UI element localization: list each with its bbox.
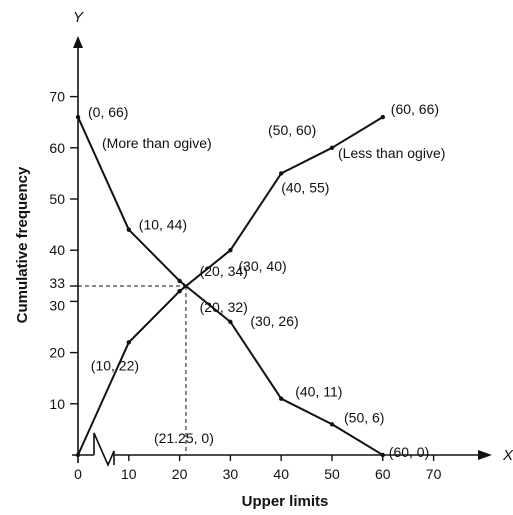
x-tick-label: 20	[172, 466, 188, 482]
x-tick-label: 50	[324, 466, 340, 482]
x-tick-label: 60	[375, 466, 391, 482]
data-point	[228, 319, 233, 325]
y-axis-title: Cumulative frequency	[14, 166, 31, 323]
y-tick-label: 30	[49, 297, 65, 313]
x-tick-label: 30	[223, 466, 239, 482]
point-label: (0, 66)	[88, 104, 128, 120]
point-label: (30, 40)	[238, 258, 286, 274]
median-guides	[78, 285, 187, 455]
point-label: (30, 26)	[250, 313, 298, 329]
data-point	[329, 145, 335, 150]
data-point	[279, 396, 284, 401]
data-points	[75, 114, 385, 458]
x-tick-label: 0	[74, 466, 82, 482]
y-tick-label: 70	[49, 89, 65, 105]
point-labels: (0, 66)(10, 44)(20, 34)(30, 26)(40, 11)(…	[88, 101, 439, 460]
x-axis-name: X	[502, 447, 513, 464]
point-label: (40, 11)	[295, 384, 342, 400]
y-tick-label: 40	[49, 242, 65, 258]
y-tick-label: 20	[49, 345, 65, 361]
data-point	[126, 340, 131, 345]
data-point	[177, 278, 182, 284]
annotation-more-than-ogive: (More than ogive)	[102, 135, 212, 151]
data-point	[177, 288, 182, 294]
x-axis-title: Upper limits	[242, 493, 329, 510]
point-label: (10, 44)	[139, 217, 187, 233]
data-point	[329, 422, 335, 427]
intersection-label: (21.25, 0)	[154, 430, 214, 446]
data-point	[75, 452, 81, 458]
y-tick-label: 33	[49, 275, 65, 291]
point-label: (50, 6)	[344, 409, 384, 425]
annotation-less-than-ogive: (Less than ogive)	[338, 145, 445, 161]
point-label: (10, 22)	[91, 357, 139, 373]
y-axis-name: Y	[73, 9, 84, 26]
point-label: (40, 55)	[281, 179, 329, 195]
x-axis-break	[93, 432, 115, 468]
data-point	[380, 452, 385, 458]
y-tick-label: 10	[49, 396, 65, 412]
x-tick-label: 70	[426, 466, 442, 482]
data-point	[75, 114, 81, 120]
x-tick-label: 10	[121, 466, 137, 482]
point-label: (60, 66)	[391, 101, 439, 117]
axis-ticks: 0 10 20 30 40 50 60 70 10 20 30 33 40 50 60 70	[49, 89, 441, 482]
y-tick-label: 50	[49, 191, 65, 207]
point-label: (60, 0)	[389, 444, 429, 460]
data-point	[228, 248, 233, 253]
point-label: (50, 60)	[268, 122, 316, 138]
data-point	[380, 114, 385, 120]
point-label: (20, 34)	[200, 263, 248, 279]
y-tick-label: 60	[49, 140, 65, 156]
data-point	[126, 227, 131, 232]
point-label: (20, 32)	[200, 299, 248, 315]
x-tick-label: 40	[273, 466, 289, 482]
data-point	[279, 171, 284, 176]
x-axis-arrow	[478, 450, 492, 460]
y-axis-arrow	[73, 36, 83, 48]
